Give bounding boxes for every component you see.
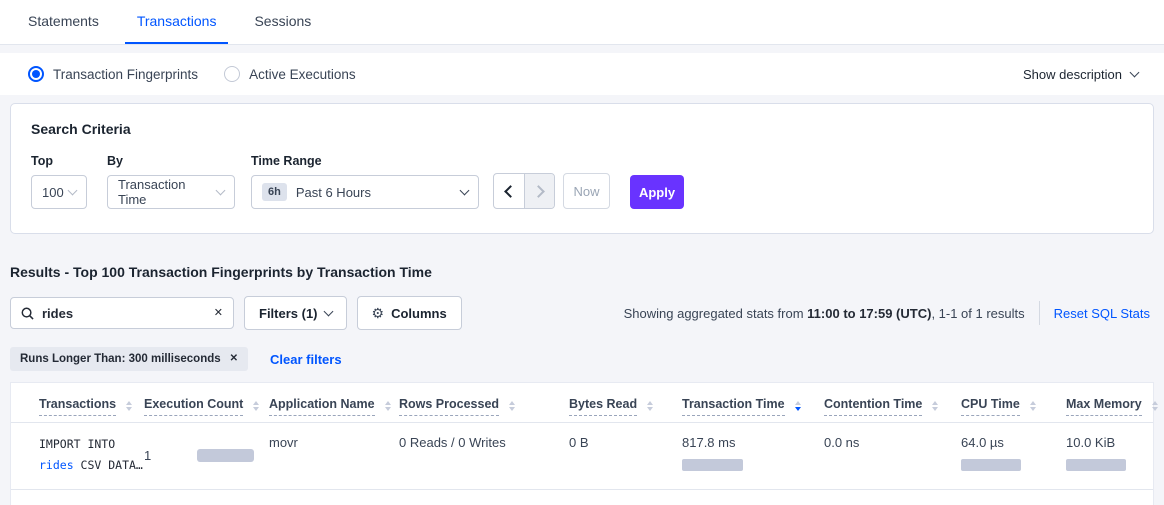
radio-selected-icon [28, 66, 44, 82]
columns-button-label: Columns [391, 305, 447, 321]
apply-button[interactable]: Apply [630, 175, 684, 209]
table-row: IMPORT INTO rides CSV DATA… 1 movr 0 Read… [11, 423, 1153, 490]
table-header-row: Transactions Execution Count Application… [11, 383, 1158, 423]
search-criteria-title: Search Criteria [31, 121, 131, 137]
column-header-contention-time[interactable]: Contention Time [824, 397, 961, 416]
application-name-cell: movr [269, 435, 298, 450]
search-input[interactable] [42, 305, 206, 321]
column-header-application-name[interactable]: Application Name [269, 397, 399, 416]
by-field: By Transaction Time [107, 154, 235, 209]
column-header-bytes-read[interactable]: Bytes Read [569, 397, 682, 416]
sort-icon [647, 401, 654, 411]
radio-unselected-icon [224, 66, 241, 82]
column-header-execution-count[interactable]: Execution Count [144, 397, 269, 416]
arrow-right-icon [531, 184, 545, 198]
execution-count-cell: 1 [144, 434, 269, 477]
column-header-transaction-time[interactable]: Transaction Time [682, 397, 824, 416]
transaction-fingerprint-cell: IMPORT INTO rides CSV DATA… [39, 437, 143, 473]
clear-filters-link[interactable]: Clear filters [270, 351, 342, 367]
show-description-label: Show description [1023, 66, 1122, 82]
radio-active-executions[interactable]: Active Executions [224, 66, 356, 82]
transaction-link[interactable]: rides [39, 458, 74, 473]
search-box: ✕ [10, 297, 234, 329]
transaction-time-bar [682, 459, 743, 471]
chevron-down-icon [1129, 67, 1140, 77]
previous-range-button[interactable] [494, 174, 524, 208]
show-description-toggle[interactable]: Show description [1023, 66, 1140, 82]
sort-icon-active-desc [794, 401, 801, 411]
chevron-down-icon [459, 185, 470, 195]
filter-chip[interactable]: Runs Longer Than: 300 milliseconds ✕ [10, 347, 249, 371]
time-range-field: Time Range 6h Past 6 Hours [251, 154, 479, 209]
filters-button[interactable]: Filters (1) [244, 296, 347, 330]
aggregated-stats-text: Showing aggregated stats from 11:00 to 1… [623, 305, 1025, 321]
columns-button[interactable]: ⚙ Columns [356, 296, 462, 330]
remove-filter-icon[interactable]: ✕ [229, 353, 239, 364]
results-heading: Results - Top 100 Transaction Fingerprin… [10, 264, 432, 280]
sort-icon [1029, 401, 1036, 411]
tab-transactions[interactable]: Transactions [124, 0, 229, 44]
transaction-time-cell: 817.8 ms [682, 434, 824, 477]
by-label: By [107, 154, 123, 168]
filters-button-label: Filters (1) [259, 305, 318, 321]
sort-icon [1151, 401, 1158, 411]
sort-icon [126, 401, 133, 411]
cpu-time-cell: 64.0 µs [961, 434, 1066, 477]
chevron-down-icon [215, 185, 226, 195]
contention-time-cell: 0.0 ns [824, 435, 860, 450]
sort-icon [253, 401, 260, 411]
rows-processed-cell: 0 Reads / 0 Writes [399, 435, 506, 450]
time-range-label: Time Range [251, 154, 322, 168]
time-range-value: Past 6 Hours [295, 184, 371, 200]
clear-search-icon[interactable]: ✕ [213, 306, 223, 319]
radio-label: Transaction Fingerprints [53, 66, 199, 82]
time-range-badge: 6h [262, 183, 287, 201]
radio-transaction-fingerprints[interactable]: Transaction Fingerprints [28, 66, 198, 82]
tab-sessions[interactable]: Sessions [254, 13, 312, 29]
results-toolbar: ✕ Filters (1) ⚙ Columns Showing aggregat… [10, 296, 1154, 330]
arrow-left-icon [504, 184, 517, 198]
column-header-max-memory[interactable]: Max Memory [1066, 397, 1158, 416]
top-field: Top 100 [31, 154, 87, 209]
filter-chip-label: Runs Longer Than: 300 milliseconds [20, 353, 221, 365]
by-select[interactable]: Transaction Time [107, 175, 235, 209]
next-range-button[interactable] [524, 174, 554, 208]
cpu-time-bar [961, 459, 1021, 471]
view-toggle-bar: Transaction Fingerprints Active Executio… [0, 53, 1164, 95]
max-memory-cell: 10.0 KiB [1066, 434, 1137, 477]
sort-icon [384, 401, 391, 411]
radio-label: Active Executions [249, 66, 356, 82]
chevron-down-icon [323, 306, 333, 316]
page-tabs: Statements Transactions Sessions [0, 0, 1164, 45]
tab-statements[interactable]: Statements [28, 13, 99, 29]
sort-icon [509, 401, 516, 411]
reset-sql-stats-link[interactable]: Reset SQL Stats [1053, 305, 1150, 321]
by-value: Transaction Time [118, 177, 186, 207]
time-range-select[interactable]: 6h Past 6 Hours [251, 175, 479, 209]
time-range-pager [493, 173, 555, 209]
top-label: Top [31, 154, 53, 168]
sort-icon [932, 401, 939, 411]
search-icon [21, 307, 34, 320]
search-criteria-card: Search Criteria Top 100 By Transaction T… [10, 103, 1154, 234]
results-table: Transactions Execution Count Application… [10, 382, 1158, 505]
column-header-rows-processed[interactable]: Rows Processed [399, 397, 569, 416]
bytes-read-cell: 0 B [569, 435, 589, 450]
execution-count-bar [197, 448, 255, 462]
gear-icon: ⚙ [371, 304, 385, 321]
chevron-down-icon [67, 185, 78, 195]
column-header-cpu-time[interactable]: CPU Time [961, 397, 1066, 416]
top-value: 100 [42, 184, 64, 200]
now-button[interactable]: Now [563, 173, 610, 209]
column-header-transactions[interactable]: Transactions [39, 397, 144, 416]
top-select[interactable]: 100 [31, 175, 87, 209]
max-memory-bar [1066, 459, 1126, 471]
divider [1038, 301, 1040, 325]
filter-chips-row: Runs Longer Than: 300 milliseconds ✕ Cle… [10, 347, 1154, 371]
